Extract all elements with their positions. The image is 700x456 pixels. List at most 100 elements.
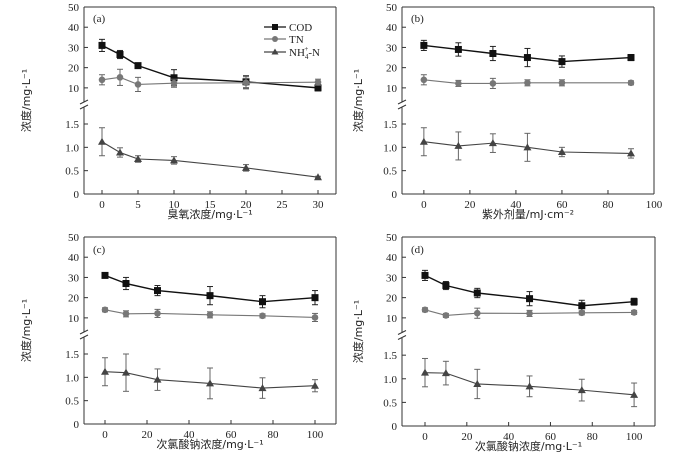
data-point-triangle — [454, 141, 463, 149]
x-tick-label: 30 — [313, 199, 325, 211]
data-point-triangle — [488, 139, 497, 147]
data-point-square — [421, 271, 429, 279]
y-axis-title: 浓度/mg·L⁻¹ — [19, 299, 33, 362]
y-tick-label: 40 — [386, 252, 398, 264]
data-point-square — [122, 280, 130, 287]
x-tick-label: 60 — [545, 431, 557, 443]
series-nh4n — [101, 353, 319, 400]
data-point-square — [489, 50, 497, 57]
x-axis-title: 紫外剂量/mJ·cm⁻² — [482, 207, 574, 221]
data-point-circle — [630, 309, 638, 316]
series-nh4n — [421, 357, 639, 408]
y-tick-label: 0.5 — [383, 397, 397, 409]
y-tick-label: 10 — [68, 313, 80, 325]
y-tick-label: 0.5 — [383, 166, 397, 178]
legend-cod-label: COD — [289, 22, 312, 34]
data-point-square — [473, 289, 481, 297]
data-point-triangle — [525, 382, 534, 390]
data-point-square — [259, 298, 266, 306]
data-point-square — [442, 282, 450, 290]
x-axis-title: 次氯酸钠浓度/mg·L⁻¹ — [156, 437, 263, 451]
data-point-square — [311, 294, 319, 302]
data-point-triangle — [630, 390, 639, 398]
data-point-circle — [526, 310, 533, 317]
x-tick-label: 5 — [135, 199, 141, 211]
y-tick-label: 30 — [68, 272, 80, 284]
data-point-circle — [122, 310, 130, 318]
x-tick-label: 80 — [587, 431, 599, 443]
data-point-triangle — [311, 381, 319, 389]
data-point-triangle — [170, 156, 178, 164]
series-cod-line — [423, 44, 632, 63]
x-tick-label: 40 — [503, 431, 515, 443]
legend-nh4-sup: + — [304, 45, 308, 53]
data-point-circle — [154, 310, 161, 317]
data-point-triangle — [626, 149, 635, 157]
series-nh4n-line — [104, 371, 316, 389]
data-point-square — [523, 54, 531, 62]
panel-label: (a) — [93, 13, 106, 25]
x-tick-label: 0 — [422, 431, 428, 443]
data-point-square — [154, 287, 161, 295]
data-point-circle — [314, 78, 322, 86]
panel-label: (d) — [411, 244, 424, 256]
axis-break-mark — [397, 335, 407, 340]
y-axis-title: 浓度/mg·L⁻¹ — [19, 69, 33, 132]
data-point-triangle — [101, 367, 109, 375]
data-point-circle — [311, 314, 319, 321]
y-tick-label: 50 — [386, 2, 398, 14]
y-tick-label: 30 — [68, 42, 80, 54]
series-cod — [420, 39, 635, 68]
y-tick-label: 0.5 — [65, 166, 79, 178]
data-point-circle — [524, 79, 531, 87]
data-point-circle — [259, 312, 266, 320]
x-tick-label: 100 — [626, 431, 643, 443]
data-point-circle — [420, 76, 428, 84]
data-point-square — [627, 54, 635, 62]
data-point-triangle — [421, 368, 429, 376]
x-tick-label: 60 — [226, 429, 238, 441]
data-point-circle — [101, 306, 109, 314]
y-tick-label: 0.5 — [65, 396, 79, 408]
series-nh4n — [419, 127, 635, 162]
data-point-triangle — [523, 143, 532, 151]
series-nh4n-line — [423, 141, 631, 154]
data-point-square — [206, 292, 214, 300]
data-point-triangle — [122, 368, 130, 376]
data-point-triangle — [134, 155, 142, 162]
data-point-triangle — [314, 173, 322, 181]
legend-nh4-main: NH — [289, 47, 305, 59]
y-tick-label: 1.0 — [383, 142, 397, 154]
y-tick-label: 40 — [386, 22, 398, 34]
y-tick-label: 1.5 — [383, 350, 397, 362]
y-tick-label: 20 — [386, 63, 398, 75]
data-point-square — [420, 41, 428, 49]
axis-break-mark — [397, 99, 407, 105]
legend-nh4-sub: 4 — [305, 53, 309, 61]
x-tick-label: 80 — [268, 429, 280, 441]
series-cod — [101, 271, 319, 309]
y-tick-label: 40 — [68, 252, 80, 264]
x-tick-label: 0 — [102, 429, 108, 441]
data-point-triangle — [557, 148, 566, 155]
y-tick-label: 1.0 — [65, 372, 79, 384]
data-point-triangle — [441, 369, 450, 377]
x-tick-label: 20 — [461, 431, 473, 443]
data-point-triangle — [419, 137, 428, 145]
data-point-square — [134, 62, 142, 70]
axis-break-mark — [79, 334, 89, 340]
data-point-square — [454, 45, 462, 53]
data-point-circle — [134, 81, 142, 88]
data-point-square — [526, 295, 534, 303]
data-point-triangle — [98, 137, 106, 145]
y-tick-label: 50 — [68, 2, 80, 14]
data-point-triangle — [116, 148, 124, 156]
series-nh4n-line — [424, 372, 635, 396]
data-point-circle — [242, 79, 250, 87]
x-tick-label: 25 — [277, 199, 289, 211]
y-tick-label: 10 — [68, 83, 80, 95]
y-tick-label: 0 — [392, 421, 398, 433]
legend-tn-label: TN — [289, 34, 304, 46]
series-tn-line — [101, 76, 319, 85]
axis-break-mark — [397, 330, 407, 335]
